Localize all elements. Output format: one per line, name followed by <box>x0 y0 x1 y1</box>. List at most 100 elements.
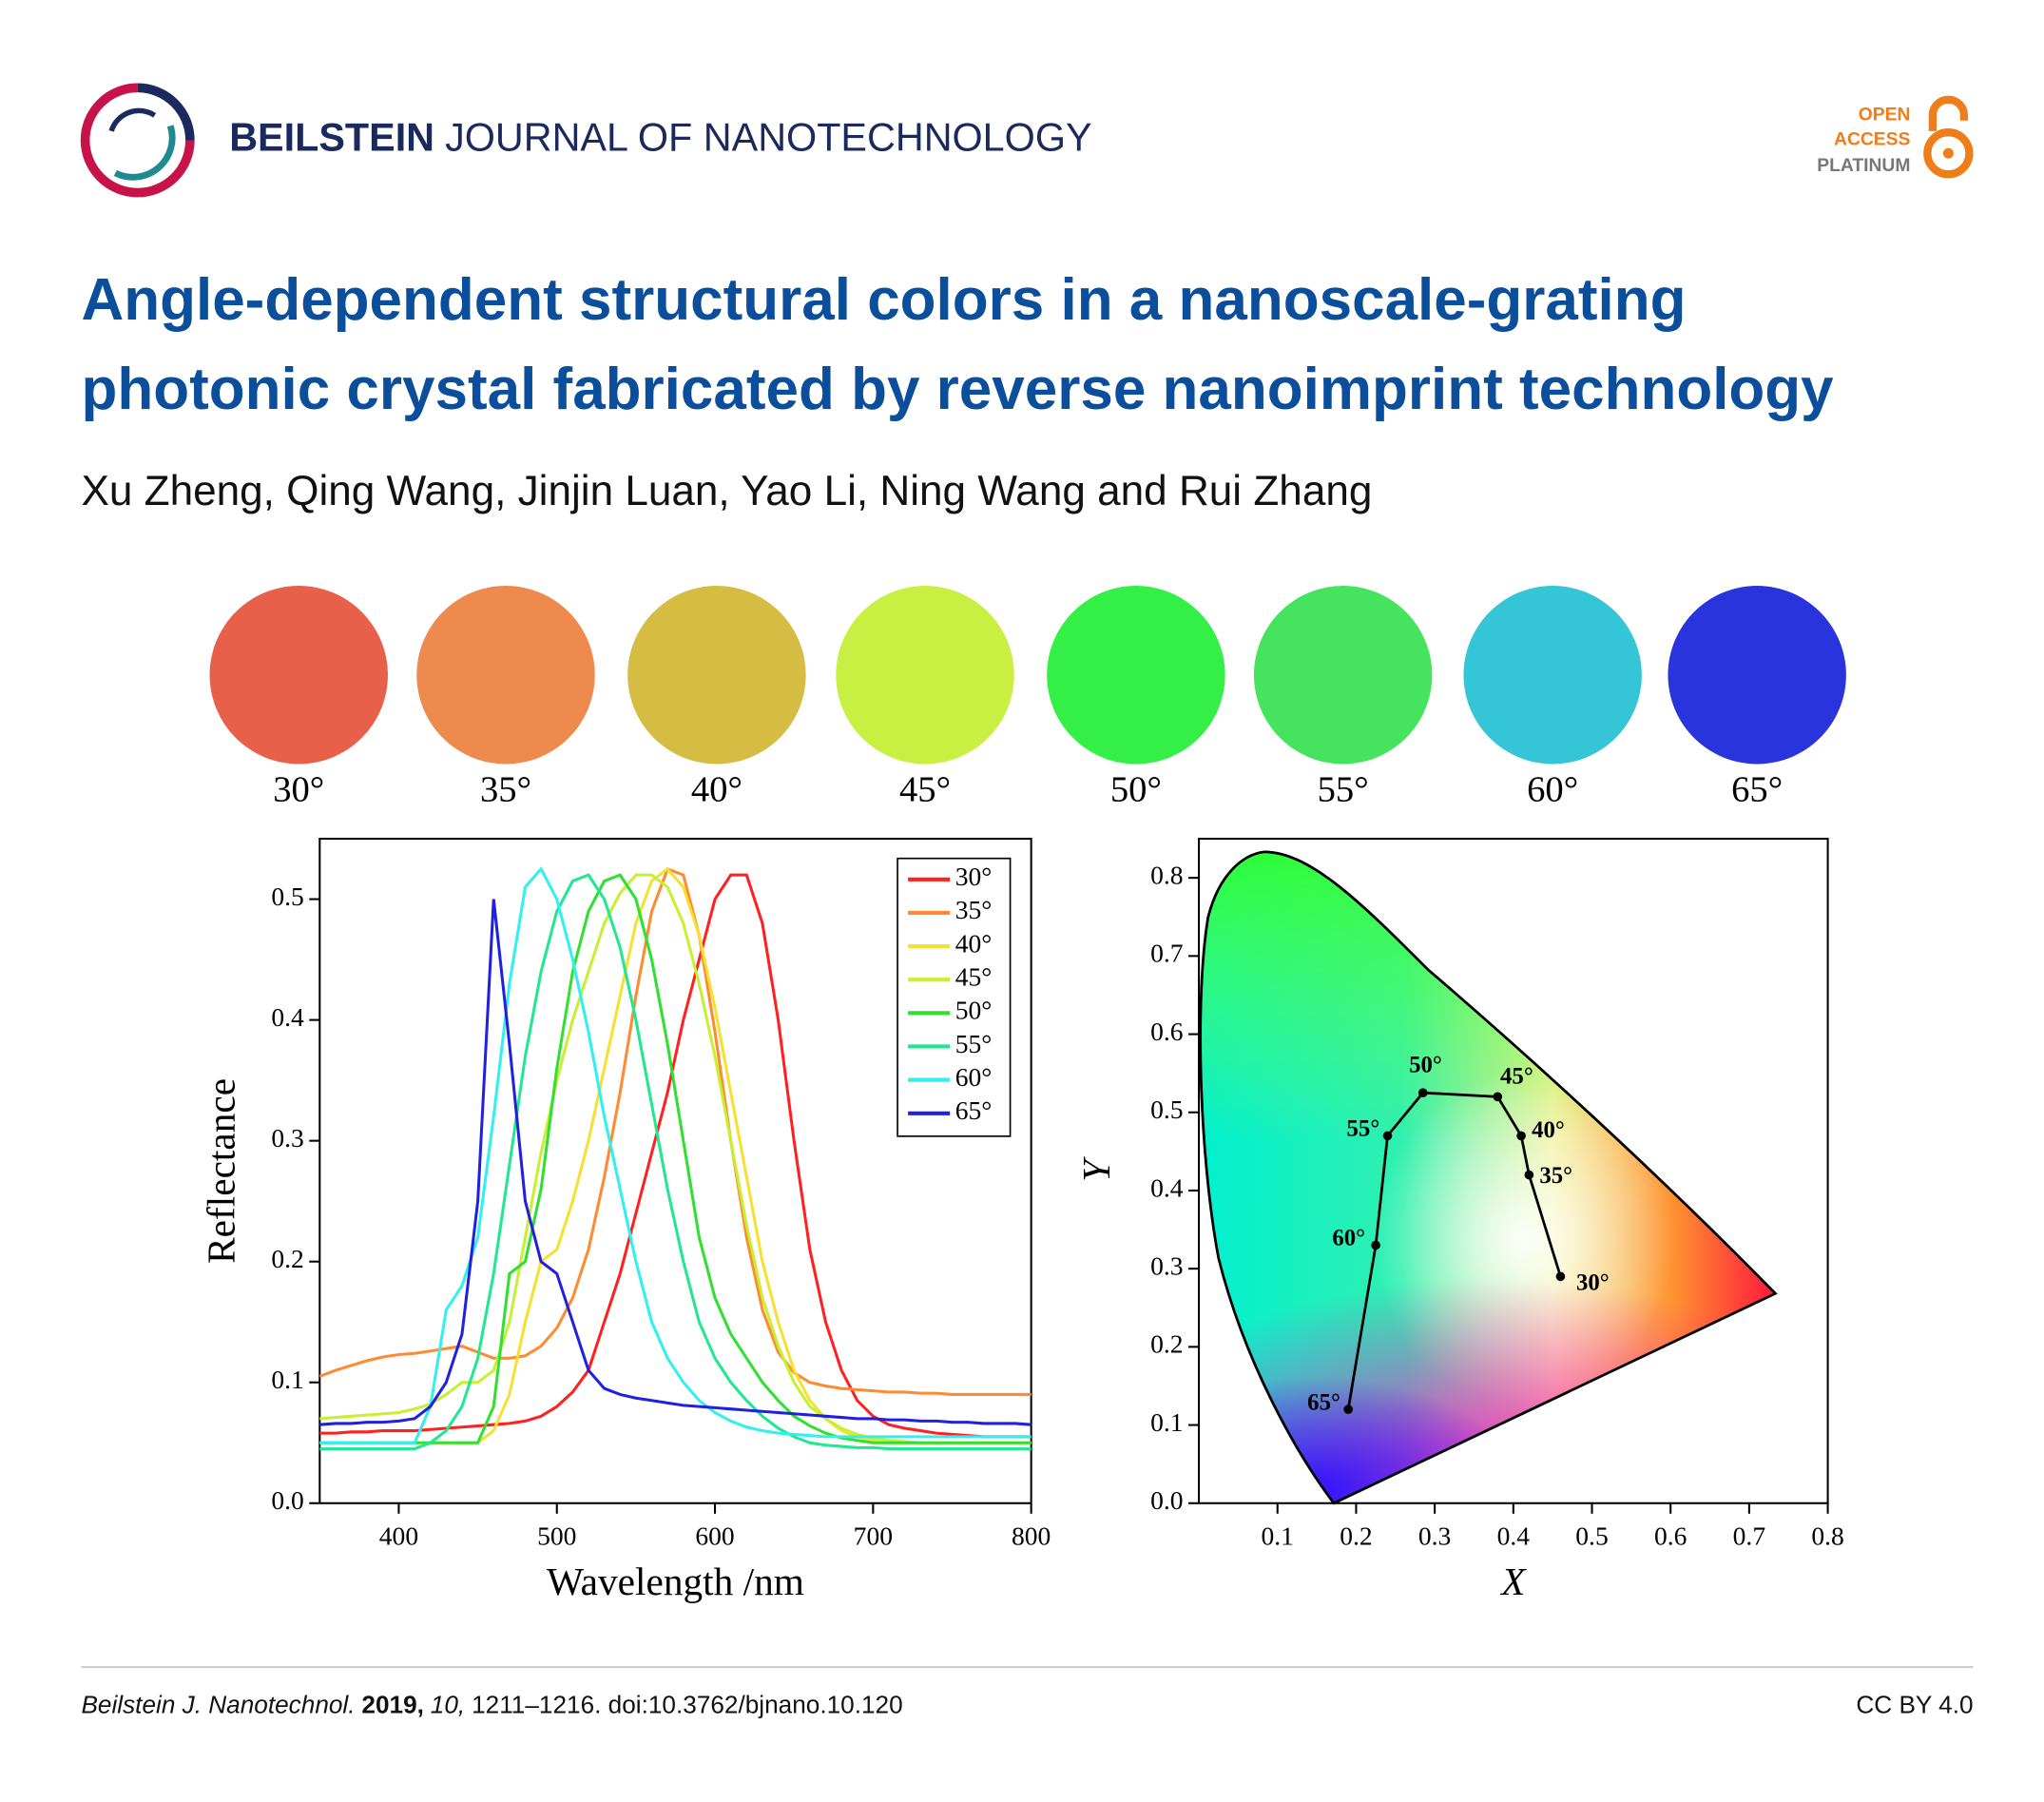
swatch-label: 40° <box>691 770 742 810</box>
citation-volume: 10, <box>431 1690 465 1718</box>
y-tick-label: 0.8 <box>1150 860 1183 889</box>
point-label: 45° <box>1500 1064 1533 1090</box>
data-point <box>1343 1405 1353 1414</box>
x-tick-label: 400 <box>379 1521 418 1550</box>
data-line <box>319 866 1032 1444</box>
color-swatch <box>416 586 595 765</box>
swatch-label: 60° <box>1527 770 1578 810</box>
title-line: Angle-dependent structural colors in a n… <box>81 267 1686 333</box>
y-tick-label: 0.2 <box>1150 1329 1183 1359</box>
y-axis-label: Reflectance <box>200 1078 243 1264</box>
swatch-label: 65° <box>1731 770 1783 810</box>
legend-label: 60° <box>955 1062 993 1092</box>
y-tick-label: 0.4 <box>271 1002 304 1032</box>
x-tick-label: 500 <box>537 1521 576 1550</box>
data-line <box>319 873 1032 1444</box>
legend-label: 40° <box>955 928 993 958</box>
x-tick-label: 0.8 <box>1811 1521 1843 1550</box>
data-point <box>1555 1271 1566 1282</box>
point-label: 30° <box>1576 1269 1610 1295</box>
y-tick-label: 0.3 <box>271 1123 303 1153</box>
charts: 400 500 600 700 800 0.0 0.1 0.2 0.3 0.4 0.5 Wavelen… <box>200 857 1844 1603</box>
open-access-icon <box>1923 95 1974 179</box>
y-axis-label: Y <box>1074 1156 1118 1182</box>
x-tick-label: 0.2 <box>1340 1521 1372 1550</box>
color-swatch <box>1253 586 1433 765</box>
citation-year: 2019, <box>361 1690 424 1718</box>
journal-rest: JOURNAL OF NANOTECHNOLOGY <box>445 115 1091 159</box>
x-tick-label: 0.6 <box>1654 1521 1687 1550</box>
point-label: 55° <box>1347 1116 1380 1142</box>
swatch-label: 50° <box>1110 770 1162 810</box>
y-tick-label: 0.2 <box>271 1244 303 1273</box>
authors: Xu Zheng, Qing Wang, Jinjin Luan, Yao Li… <box>81 468 1372 514</box>
x-tick-label: 700 <box>854 1521 893 1550</box>
data-line <box>319 899 1032 1426</box>
x-axis-label: X <box>1499 1560 1527 1603</box>
logo <box>80 83 195 198</box>
swatch-label: 35° <box>480 770 531 810</box>
data-line <box>319 873 1032 1451</box>
x-axis-label: Wavelength /nm <box>547 1560 804 1603</box>
license: CC BY 4.0 <box>1856 1690 1973 1718</box>
point-label: 50° <box>1409 1052 1442 1077</box>
point-label: 60° <box>1332 1226 1365 1251</box>
swatch-label: 45° <box>899 770 951 810</box>
swatch-row: 30° 35° 40° 45° 50° 55° 60° 65° <box>209 586 1846 810</box>
data-point <box>1516 1131 1526 1141</box>
badge-open: OPEN <box>1859 105 1911 125</box>
badge-access: ACCESS <box>1834 130 1910 150</box>
legend-label: 35° <box>955 895 993 924</box>
gamut-outline <box>1199 850 1778 1505</box>
y-tick-label: 0.7 <box>1150 939 1183 968</box>
data-point <box>1417 1088 1428 1098</box>
legend-label: 45° <box>955 962 993 992</box>
swatch-label: 55° <box>1318 770 1369 810</box>
x-tick-label: 0.4 <box>1497 1521 1531 1550</box>
journal-name: BEILSTEIN JOURNAL OF NANOTECHNOLOGY <box>229 115 1091 159</box>
x-tick-label: 0.1 <box>1262 1521 1294 1550</box>
point-label: 35° <box>1539 1163 1572 1189</box>
x-tick-label: 0.7 <box>1733 1521 1765 1550</box>
x-tick-label: 0.5 <box>1575 1521 1608 1550</box>
y-tick-label: 0.5 <box>1150 1095 1183 1124</box>
point-label: 65° <box>1307 1389 1340 1415</box>
y-tick-label: 0.0 <box>271 1485 303 1515</box>
color-swatch <box>209 586 388 765</box>
color-swatch <box>836 586 1014 765</box>
color-swatch <box>1668 586 1846 765</box>
point-label: 40° <box>1532 1117 1565 1143</box>
color-swatch <box>1463 586 1642 765</box>
y-tick-label: 0.1 <box>1150 1407 1183 1437</box>
y-tick-label: 0.1 <box>271 1365 303 1394</box>
citation-pages: 1211–1216. doi:10.3762/bjnano.10.120 <box>472 1690 903 1718</box>
legend-label: 50° <box>955 996 993 1025</box>
legend-box <box>897 857 1012 1137</box>
badge-platinum: PLATINUM <box>1817 156 1910 176</box>
data-point <box>1493 1092 1503 1102</box>
y-tick-label: 0.5 <box>271 882 303 911</box>
connecting-line <box>1346 1091 1562 1410</box>
x-tick-label: 600 <box>695 1521 734 1550</box>
legend-label: 65° <box>955 1095 993 1125</box>
color-swatch <box>627 586 806 765</box>
chromaticity-gamut <box>1200 851 1776 1503</box>
data-point <box>1382 1131 1393 1141</box>
journal-bold: BEILSTEIN <box>229 115 434 159</box>
data-point <box>1371 1240 1380 1250</box>
x-tick-label: 800 <box>1012 1521 1051 1550</box>
citation: Beilstein J. Nanotechnol. 2019, 10, 1211–12… <box>81 1690 902 1718</box>
title-line: photonic crystal fabricated by reverse n… <box>81 357 1834 422</box>
color-swatch <box>1047 586 1225 765</box>
x-tick-label: 0.3 <box>1418 1521 1451 1550</box>
citation-journal: Beilstein J. Nanotechnol. <box>81 1690 355 1718</box>
y-tick-label: 0.3 <box>1150 1250 1183 1280</box>
data-line <box>319 873 1032 1439</box>
plot-frame <box>318 838 1032 1504</box>
y-tick-label: 0.4 <box>1150 1172 1184 1202</box>
y-tick-label: 0.0 <box>1150 1485 1183 1515</box>
data-point <box>1524 1170 1534 1180</box>
legend-label: 55° <box>955 1029 993 1058</box>
swatch-label: 30° <box>273 770 324 810</box>
